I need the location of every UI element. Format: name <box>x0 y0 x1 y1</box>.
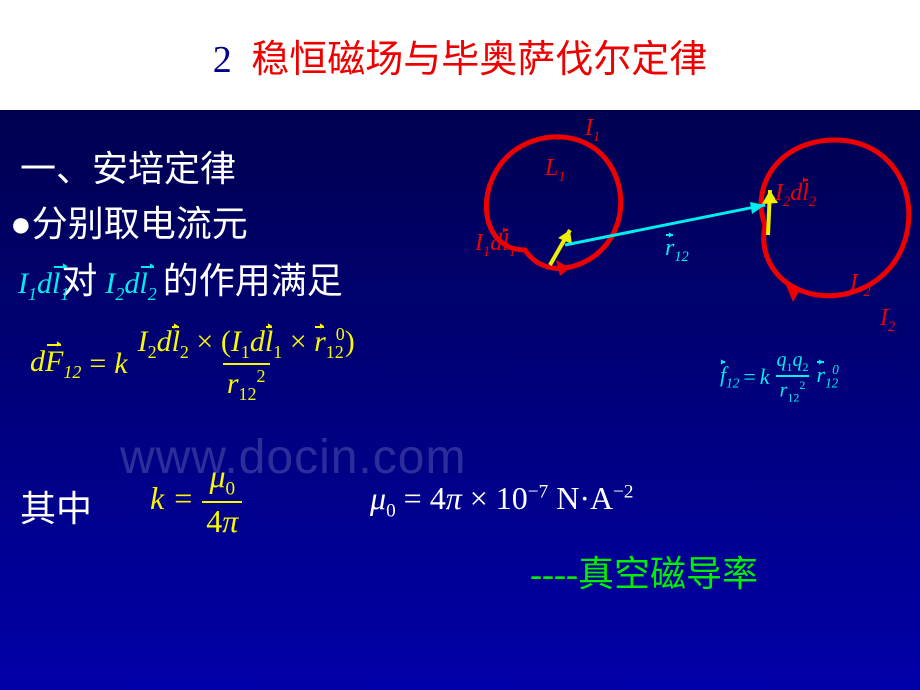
diagram: I1 L1 I1dl1 r12 I2dl2 L2 I2 <box>450 110 920 360</box>
label-l2: L2 <box>850 270 871 301</box>
k-den: 4π <box>202 501 242 537</box>
label-i1dl1: I1dl1 <box>475 230 516 261</box>
vacuum-permeability-label: ----真空磁导率 <box>530 545 758 597</box>
label-r12: r12 <box>665 235 689 266</box>
k-frac: μ0 4π <box>202 460 242 537</box>
k-factor: k <box>114 347 127 381</box>
k-lhs: k <box>150 480 164 517</box>
f12-lhs: f12 <box>720 362 739 391</box>
title-number: 2 <box>213 39 232 81</box>
line3: I1dl1 对 I2dl2 的作用满足 <box>18 252 343 305</box>
heading-ampere-law: 一、安培定律 <box>20 140 236 192</box>
force-denominator: r122 <box>223 363 270 403</box>
force-numerator: I2dl2 × (I1dl1 × r120) <box>134 325 359 363</box>
f12-k: k <box>760 364 770 390</box>
loop-l1-arrowhead <box>556 260 570 276</box>
page-title: 2 稳恒磁场与毕奥萨伐尔定律 <box>213 28 708 83</box>
f12-den: r122 <box>776 375 810 404</box>
mu0-equation: μ0 = 4π × 10−7 N·A−2 <box>370 480 634 522</box>
force-equation: dF12 = k I2dl2 × (I1dl1 × r120) r122 <box>30 325 359 403</box>
i2dl2-inline: I2dl2 <box>105 267 156 300</box>
force-fraction: I2dl2 × (I1dl1 × r120) r122 <box>134 325 359 403</box>
bullet-icon: ● <box>10 204 32 244</box>
dF12-lhs: dF12 <box>30 345 81 383</box>
label-i2: I2 <box>880 305 895 336</box>
bullet-line: ●分别取电流元 <box>10 195 248 247</box>
line2-text: 分别取电流元 <box>32 204 248 244</box>
title-text: 稳恒磁场与毕奥萨伐尔定律 <box>251 39 707 81</box>
line3-end: 的作用满足 <box>163 261 343 301</box>
k-num: μ0 <box>205 460 239 501</box>
where-label: 其中 <box>20 480 92 532</box>
label-i2dl2: I2dl2 <box>775 180 816 211</box>
k-equation: k = μ0 4π <box>150 460 242 537</box>
f12-rhat: r120 <box>817 362 839 392</box>
k-eq-sign: = <box>174 480 192 517</box>
slide-body: www.docin.com 一、安培定律 ●分别取电流元 I1dl1 对 I2d… <box>0 110 920 690</box>
equals: = <box>89 347 106 381</box>
f12-eq: = <box>743 364 755 390</box>
label-l1: L1 <box>545 155 566 186</box>
label-i1: I1 <box>585 115 600 146</box>
title-area: 2 稳恒磁场与毕奥萨伐尔定律 <box>0 0 920 110</box>
loop-l2 <box>761 140 909 296</box>
i1dl1-inline: I1dl1 <box>18 267 69 300</box>
